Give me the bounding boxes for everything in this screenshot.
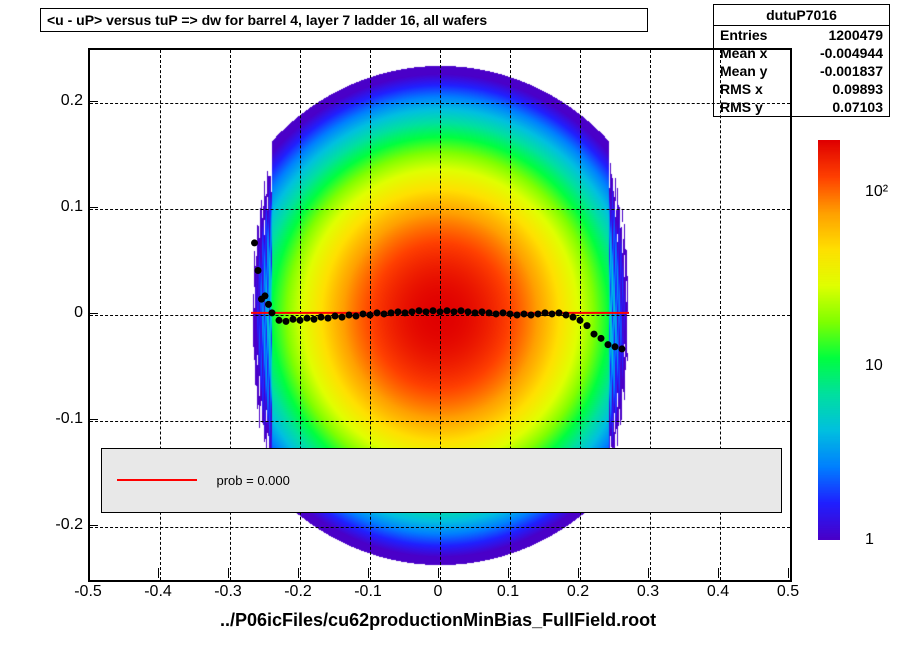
grid-line-horizontal bbox=[90, 315, 790, 316]
x-tick-label: 0.5 bbox=[777, 583, 799, 601]
x-tick-mark bbox=[158, 568, 159, 578]
x-tick-label: 0.4 bbox=[707, 583, 729, 601]
footnote: ../P06icFiles/cu62productionMinBias_Full… bbox=[220, 610, 656, 631]
legend-text: prob = 0.000 bbox=[217, 473, 290, 488]
y-tick-label: -0.1 bbox=[23, 410, 83, 428]
x-tick-label: -0.5 bbox=[74, 583, 102, 601]
plot-container: <u - uP> versus tuP => dw for barrel 4, … bbox=[0, 0, 900, 650]
x-tick-mark bbox=[718, 568, 719, 578]
legend-line-sample bbox=[117, 479, 197, 481]
x-tick-mark bbox=[648, 568, 649, 578]
x-tick-mark bbox=[788, 568, 789, 578]
x-tick-mark bbox=[438, 568, 439, 578]
x-tick-mark bbox=[368, 568, 369, 578]
x-tick-label: 0.1 bbox=[497, 583, 519, 601]
x-tick-label: -0.3 bbox=[214, 583, 242, 601]
colorbar bbox=[818, 140, 840, 540]
x-tick-label: -0.1 bbox=[354, 583, 382, 601]
y-tick-mark bbox=[88, 419, 98, 420]
y-tick-mark bbox=[88, 207, 98, 208]
y-tick-mark bbox=[88, 525, 98, 526]
y-tick-label: -0.2 bbox=[23, 516, 83, 534]
x-tick-label: -0.2 bbox=[284, 583, 312, 601]
plot-area: prob = 0.000 bbox=[88, 48, 792, 582]
x-tick-mark bbox=[508, 568, 509, 578]
plot-title-box: <u - uP> versus tuP => dw for barrel 4, … bbox=[40, 8, 648, 32]
grid-line-horizontal bbox=[90, 209, 790, 210]
stats-title: dutuP7016 bbox=[714, 5, 889, 26]
colorbar-tick-label: 10 bbox=[865, 357, 883, 375]
y-tick-label: 0.1 bbox=[23, 198, 83, 216]
x-tick-label: 0 bbox=[434, 583, 443, 601]
x-tick-label: 0.3 bbox=[637, 583, 659, 601]
y-tick-label: 0 bbox=[23, 304, 83, 322]
colorbar-tick-label: 10² bbox=[865, 183, 888, 201]
x-tick-label: 0.2 bbox=[567, 583, 589, 601]
x-tick-mark bbox=[298, 568, 299, 578]
grid-line-horizontal bbox=[90, 103, 790, 104]
x-tick-mark bbox=[228, 568, 229, 578]
plot-title: <u - uP> versus tuP => dw for barrel 4, … bbox=[47, 12, 487, 28]
x-tick-mark bbox=[578, 568, 579, 578]
stats-row: Entries1200479 bbox=[714, 26, 889, 44]
y-tick-mark bbox=[88, 313, 98, 314]
legend-box: prob = 0.000 bbox=[101, 448, 782, 514]
colorbar-tick-label: 1 bbox=[865, 531, 874, 549]
y-tick-mark bbox=[88, 101, 98, 102]
grid-line-horizontal bbox=[90, 421, 790, 422]
y-tick-label: 0.2 bbox=[23, 92, 83, 110]
x-tick-label: -0.4 bbox=[144, 583, 172, 601]
x-tick-mark bbox=[88, 568, 89, 578]
grid-line-horizontal bbox=[90, 527, 790, 528]
